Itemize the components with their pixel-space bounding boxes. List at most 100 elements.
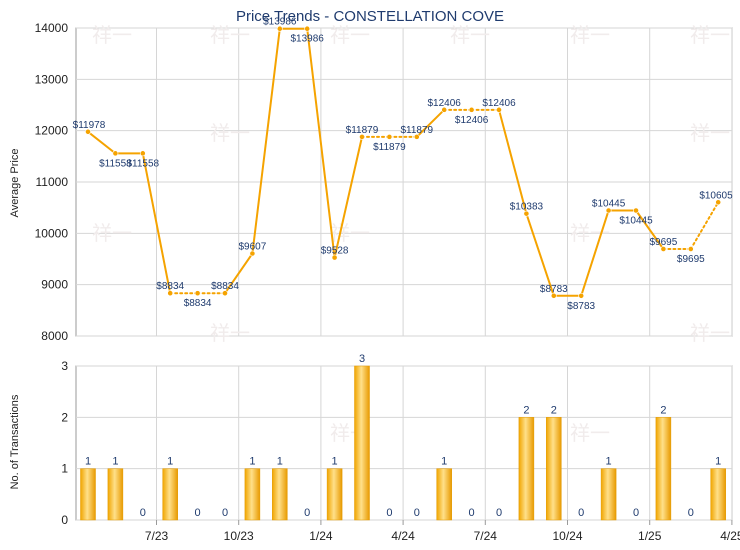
price-point — [276, 25, 283, 32]
transaction-bar-label: 0 — [222, 507, 228, 519]
transactions-y-tick-label: 1 — [61, 462, 68, 476]
transaction-bar-label: 1 — [85, 456, 91, 468]
price-y-tick-label: 9000 — [41, 278, 68, 292]
watermark-mark: 祥一 — [690, 321, 730, 345]
price-point-label: $9528 — [321, 246, 349, 257]
transaction-bar — [655, 417, 672, 521]
transaction-bar-label: 0 — [633, 507, 639, 519]
price-line-segment — [224, 252, 254, 295]
price-line-segment — [306, 27, 336, 259]
price-line — [87, 27, 720, 297]
price-line-segment — [87, 130, 117, 155]
transaction-bar — [162, 468, 178, 521]
x-tick-label: 10/23 — [224, 529, 254, 543]
price-point-label: $8783 — [567, 301, 595, 312]
price-line-segment — [525, 212, 555, 297]
transaction-bar-label: 0 — [304, 507, 310, 519]
price-line-segment — [635, 209, 665, 250]
transaction-bar-label: 0 — [496, 507, 502, 519]
watermark-mark: 祥一 — [690, 23, 730, 47]
x-tick-label: 7/23 — [145, 529, 169, 543]
price-point — [386, 133, 393, 140]
transaction-bar — [326, 468, 343, 521]
price-point-label: $11879 — [346, 125, 379, 136]
price-point — [605, 207, 612, 214]
price-point — [331, 254, 338, 261]
price-point-label: $8783 — [540, 284, 568, 295]
price-point-label: $11879 — [373, 142, 406, 153]
price-y-tick-label: 12000 — [35, 124, 69, 138]
price-line-segment — [689, 201, 720, 250]
price-point-label: $13986 — [263, 17, 297, 28]
x-tick-label: 4/24 — [391, 529, 415, 543]
price-point-label: $9695 — [649, 237, 677, 248]
watermark-mark: 祥一 — [92, 221, 132, 245]
price-point — [359, 133, 365, 140]
price-line-segment — [251, 27, 281, 255]
price-point-label: $11879 — [400, 125, 433, 136]
price-y-ticks: 8000 9000 10000 11000 12000 13000 14000 — [35, 21, 69, 343]
price-y-tick-label: 14000 — [35, 21, 69, 35]
transactions-y-tick-label: 3 — [61, 359, 68, 373]
price-point — [468, 106, 475, 113]
transaction-bar-label: 1 — [715, 456, 721, 468]
price-point-label: $9695 — [677, 254, 705, 265]
transaction-bar-label: 1 — [249, 456, 255, 468]
transactions-y-tick-label: 0 — [61, 513, 68, 527]
price-y-tick-label: 13000 — [35, 72, 69, 86]
price-y-tick-label: 11000 — [36, 175, 69, 189]
price-line-segment — [141, 152, 172, 295]
x-tick-label: 7/24 — [474, 529, 498, 543]
watermark-mark: 祥一 — [330, 23, 370, 47]
transaction-bar — [600, 468, 617, 521]
transaction-bar-label: 1 — [332, 456, 338, 468]
transaction-bar-label: 0 — [195, 507, 201, 519]
price-point — [413, 133, 420, 140]
price-point-label: $10605 — [699, 190, 733, 201]
top-grid — [75, 27, 733, 337]
price-point — [85, 128, 91, 135]
watermark-mark: 祥一 — [690, 121, 730, 145]
watermark-mark: 祥一 — [210, 321, 250, 345]
transaction-bar-label: 2 — [660, 404, 666, 416]
transactions-y-ticks: 0 1 2 3 — [61, 359, 68, 527]
bottom-grid — [75, 365, 733, 521]
transaction-bar — [710, 468, 726, 521]
transactions-y-tick-label: 2 — [61, 410, 68, 424]
transaction-bar — [354, 365, 370, 521]
price-point — [550, 292, 557, 299]
watermark-mark: 祥一 — [330, 221, 370, 245]
price-point — [715, 199, 722, 206]
price-point-label: $12406 — [482, 98, 516, 109]
price-line-segment — [415, 108, 446, 138]
price-point-label: $10445 — [619, 215, 653, 226]
price-labels: $11978$11558$11558$8834$8834$8834$9607$1… — [73, 17, 733, 312]
x-ticks: 7/23 10/23 1/24 4/24 7/24 10/24 1/25 4/25 — [145, 520, 740, 543]
transaction-bar — [244, 468, 261, 521]
price-point — [687, 246, 694, 252]
transaction-bar-label: 0 — [414, 507, 420, 519]
price-line-segment — [498, 108, 528, 215]
price-y-axis-title: Average Price — [9, 149, 21, 218]
watermark-mark: 祥一 — [450, 23, 490, 47]
transaction-bar-label: 0 — [578, 507, 584, 519]
price-point-label: $11558 — [99, 158, 132, 169]
price-point — [660, 246, 667, 252]
transaction-bar — [272, 468, 288, 521]
price-point — [249, 250, 256, 257]
transaction-bar-label: 3 — [359, 353, 365, 365]
price-point — [112, 150, 119, 157]
price-point-label: $10445 — [592, 198, 626, 209]
price-point-label: $12406 — [428, 98, 462, 109]
transaction-bar-label: 1 — [441, 456, 447, 468]
price-point — [633, 207, 639, 214]
transaction-bar — [518, 417, 535, 521]
price-point-label: $8834 — [156, 281, 184, 292]
x-tick-label: 10/24 — [552, 529, 582, 543]
transaction-bar-label: 1 — [606, 456, 612, 468]
chart-title: Price Trends - CONSTELLATION COVE — [236, 8, 504, 25]
watermark-mark: 祥一 — [210, 23, 250, 47]
watermark-mark: 祥一 — [570, 23, 610, 47]
